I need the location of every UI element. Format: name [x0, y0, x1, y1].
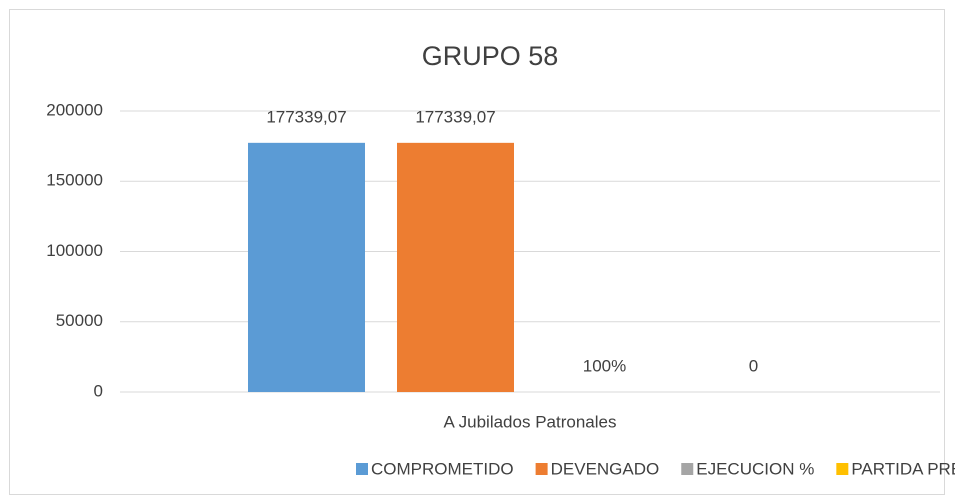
chart-title: GRUPO 58	[422, 41, 559, 71]
data-label: 177339,07	[415, 107, 495, 126]
bar	[397, 142, 514, 392]
y-tick-label: 150000	[46, 171, 103, 190]
data-label: 0	[749, 356, 758, 375]
legend-label: DEVENGADO	[551, 459, 660, 478]
data-label: 177339,07	[266, 107, 346, 126]
bar	[248, 142, 365, 392]
y-tick-label: 50000	[56, 311, 103, 330]
y-tick-label: 200000	[46, 100, 103, 119]
legend-label: COMPROMETIDO	[371, 459, 514, 478]
x-tick-label: A Jubilados Patronales	[444, 412, 617, 431]
y-tick-label: 100000	[46, 241, 103, 260]
legend-swatch	[356, 463, 368, 475]
legend-label: PARTIDA PRESUPUESTARIA	[851, 459, 955, 478]
legend-swatch	[535, 463, 548, 475]
legend-swatch	[681, 463, 694, 475]
legend-label: EJECUCION %	[696, 459, 814, 478]
data-label: 100%	[583, 356, 626, 375]
y-tick-label: 0	[94, 381, 103, 400]
legend-swatch	[836, 463, 849, 475]
